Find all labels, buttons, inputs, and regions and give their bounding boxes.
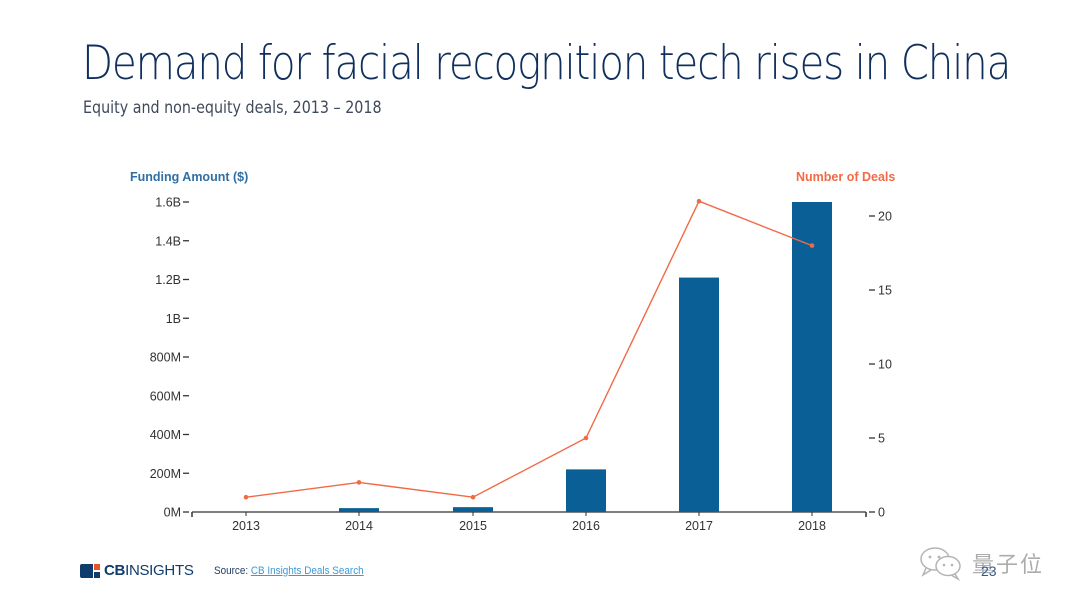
line-series: [243, 198, 815, 500]
right-axis-tick-label: 5: [878, 432, 885, 446]
funding-bar: [339, 508, 379, 512]
deals-point: [470, 494, 476, 500]
logo-text-bold: CB: [104, 562, 126, 579]
page-number: 23: [981, 563, 997, 579]
wechat-icon: [920, 547, 961, 581]
x-axis: 2013 2014 2015 2016 2017 2018: [191, 511, 867, 533]
left-axis-tick-label: 600M: [150, 389, 181, 403]
footer: CBINSIGHTS Source: CB Insights Deals Sea…: [80, 562, 380, 579]
logo-text-light: INSIGHTS: [125, 562, 194, 579]
right-axis-title: Number of Deals: [796, 170, 896, 184]
source-link[interactable]: CB Insights Deals Search: [250, 564, 364, 577]
left-axis-tick-label: 1.4B: [155, 234, 181, 248]
right-axis-tick-label: 10: [878, 358, 892, 372]
left-axis-tick-label: 1.6B: [155, 196, 181, 210]
deals-point: [356, 480, 362, 485]
funding-bar: [792, 202, 832, 512]
funding-bar: [679, 277, 719, 512]
funding-bar: [453, 507, 493, 512]
x-axis-tick-label: 2017: [685, 519, 713, 533]
left-axis-title: Funding Amount ($): [130, 170, 249, 184]
cb-insights-logo-icon: [80, 563, 100, 578]
x-axis-tick-label: 2015: [459, 519, 487, 533]
left-axis-tick-label: 200M: [150, 467, 181, 481]
deals-point: [583, 435, 589, 441]
left-axis: 0M 200M 400M 600M 800M 1B 1.2B 1.4B 1.6B: [150, 196, 189, 520]
left-axis-tick-label: 1B: [166, 312, 181, 326]
deals-point: [809, 243, 815, 248]
x-axis-tick-label: 2013: [232, 519, 260, 533]
x-axis-tick-label: 2018: [798, 519, 826, 533]
bar-series: [339, 202, 832, 512]
slide-subtitle: Equity and non-equity deals, 2013 – 2018: [83, 98, 382, 118]
left-axis-tick-label: 800M: [150, 351, 181, 365]
watermark-text: 量子位: [972, 552, 1045, 577]
right-axis-tick-label: 15: [878, 284, 892, 298]
deals-point: [696, 198, 702, 204]
right-axis: 0 5 10 15 20: [869, 210, 892, 520]
source-label: Source:: [213, 564, 251, 577]
source-note: Source: CB Insights Deals Search: [214, 565, 364, 577]
left-axis-tick-label: 0M: [164, 506, 181, 520]
left-axis-tick-label: 400M: [150, 428, 181, 442]
deals-line: [245, 200, 813, 498]
deals-point: [243, 494, 249, 500]
right-axis-tick-label: 0: [878, 506, 885, 520]
funding-bar: [566, 469, 606, 512]
right-axis-tick-label: 20: [878, 210, 892, 224]
left-axis-tick-label: 1.2B: [155, 273, 181, 287]
x-axis-tick-label: 2014: [345, 519, 373, 533]
slide-title: Demand for facial recognition tech rises…: [82, 36, 1011, 91]
cb-insights-logo: CBINSIGHTS: [80, 562, 194, 579]
x-axis-tick-label: 2016: [572, 519, 600, 533]
watermark: 量子位: [918, 545, 1044, 581]
